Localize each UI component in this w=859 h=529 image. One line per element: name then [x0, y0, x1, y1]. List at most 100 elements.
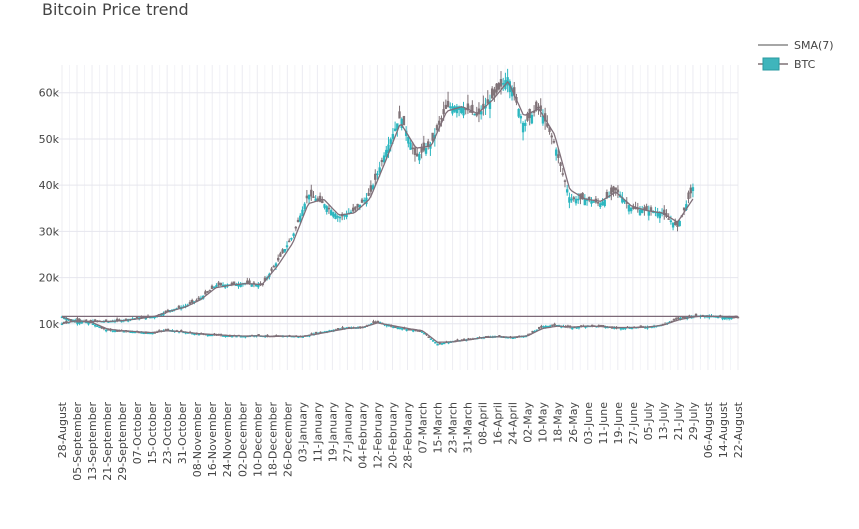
candle-body[interactable]	[424, 148, 428, 154]
candle-body[interactable]	[270, 268, 273, 271]
candle-body[interactable]	[568, 197, 571, 203]
candle-body[interactable]	[638, 209, 642, 216]
candle-body[interactable]	[332, 212, 335, 217]
candle-body[interactable]	[232, 281, 236, 285]
candle-body[interactable]	[537, 106, 540, 109]
candle-body[interactable]	[305, 195, 309, 199]
candle-body[interactable]	[552, 141, 556, 143]
candle-body[interactable]	[554, 149, 558, 156]
candle-body[interactable]	[374, 173, 377, 180]
candle-body[interactable]	[246, 280, 249, 284]
candle-body[interactable]	[575, 327, 578, 329]
candle-body[interactable]	[409, 142, 412, 150]
candle-body[interactable]	[413, 147, 417, 156]
candle-body[interactable]	[367, 192, 370, 196]
candle-body[interactable]	[627, 205, 631, 212]
candle-body[interactable]	[599, 203, 602, 207]
candle-body[interactable]	[723, 317, 726, 320]
candle-body[interactable]	[188, 302, 192, 305]
candle-body[interactable]	[285, 245, 289, 248]
candle-body[interactable]	[557, 154, 560, 158]
candle-body[interactable]	[674, 221, 677, 225]
candle-body[interactable]	[539, 105, 542, 111]
candle-body[interactable]	[550, 135, 553, 138]
candle-body[interactable]	[288, 240, 291, 243]
candle-body[interactable]	[590, 200, 593, 204]
candle-body[interactable]	[435, 125, 439, 131]
candle-body[interactable]	[318, 195, 322, 202]
candle-body[interactable]	[517, 109, 520, 117]
candle-body[interactable]	[301, 209, 304, 216]
candle-body[interactable]	[542, 326, 545, 328]
candle-body[interactable]	[553, 323, 556, 326]
candle-body[interactable]	[338, 216, 342, 219]
candle-body[interactable]	[577, 198, 580, 201]
candle-body[interactable]	[497, 83, 500, 90]
candle-body[interactable]	[614, 187, 617, 191]
sma-line[interactable]	[61, 315, 739, 343]
candle-body[interactable]	[411, 147, 414, 150]
candle-body[interactable]	[418, 154, 421, 161]
candle-body[interactable]	[208, 290, 211, 292]
candle-body[interactable]	[177, 305, 181, 309]
candle-body[interactable]	[204, 291, 207, 295]
candle-body[interactable]	[407, 329, 411, 331]
candle-body[interactable]	[274, 263, 278, 267]
candle-body[interactable]	[283, 248, 286, 252]
candle-body[interactable]	[479, 111, 483, 115]
candle-body[interactable]	[682, 207, 686, 211]
candle-body[interactable]	[356, 203, 359, 208]
candle-body[interactable]	[415, 153, 419, 157]
candle-body[interactable]	[279, 253, 282, 257]
candle-body[interactable]	[323, 204, 326, 208]
legend-item-btc[interactable]: BTC	[758, 57, 816, 71]
series-layer[interactable]	[60, 68, 740, 346]
candle-body[interactable]	[691, 187, 695, 191]
candle-body[interactable]	[190, 300, 194, 303]
candle-body[interactable]	[530, 114, 534, 124]
candle-body[interactable]	[104, 329, 108, 332]
candle-body[interactable]	[566, 189, 569, 193]
candle-body[interactable]	[420, 148, 423, 153]
candle-body[interactable]	[592, 201, 595, 203]
candle-body[interactable]	[272, 266, 275, 268]
sma-line[interactable]	[61, 80, 694, 323]
candle-body[interactable]	[312, 196, 315, 198]
candle-body[interactable]	[398, 111, 401, 119]
candle-body[interactable]	[455, 106, 459, 114]
candle-body[interactable]	[398, 327, 402, 330]
candle-body[interactable]	[407, 136, 410, 144]
candle-body[interactable]	[389, 139, 392, 144]
candle-body[interactable]	[694, 313, 698, 317]
candle-body[interactable]	[405, 328, 408, 331]
candle-body[interactable]	[396, 327, 399, 330]
candle-body[interactable]	[583, 198, 587, 206]
candle-body[interactable]	[687, 192, 690, 199]
candle-body[interactable]	[197, 297, 200, 300]
candle-body[interactable]	[210, 285, 214, 289]
candle-body[interactable]	[438, 342, 441, 345]
candle-body[interactable]	[521, 122, 525, 133]
candle-body[interactable]	[111, 330, 114, 332]
legend[interactable]: SMA(7) BTC	[758, 39, 834, 71]
candle-body[interactable]	[612, 186, 615, 193]
candle-body[interactable]	[499, 79, 503, 87]
candle-body[interactable]	[462, 107, 465, 116]
candle-body[interactable]	[219, 282, 223, 286]
candle-body[interactable]	[434, 342, 437, 344]
candle-body[interactable]	[563, 180, 567, 182]
candle-body[interactable]	[603, 199, 606, 207]
candle-body[interactable]	[596, 202, 600, 204]
candle-body[interactable]	[376, 321, 380, 323]
candle-body[interactable]	[277, 257, 280, 261]
candle-body[interactable]	[561, 173, 564, 175]
candle-body[interactable]	[376, 173, 379, 176]
candle-body[interactable]	[292, 233, 295, 236]
candle-body[interactable]	[427, 336, 430, 338]
candle-body[interactable]	[257, 284, 260, 288]
candle-body[interactable]	[392, 326, 395, 328]
candle-body[interactable]	[490, 88, 494, 99]
candle-body[interactable]	[336, 328, 340, 330]
candle-body[interactable]	[307, 194, 311, 200]
candle-body[interactable]	[473, 113, 476, 116]
